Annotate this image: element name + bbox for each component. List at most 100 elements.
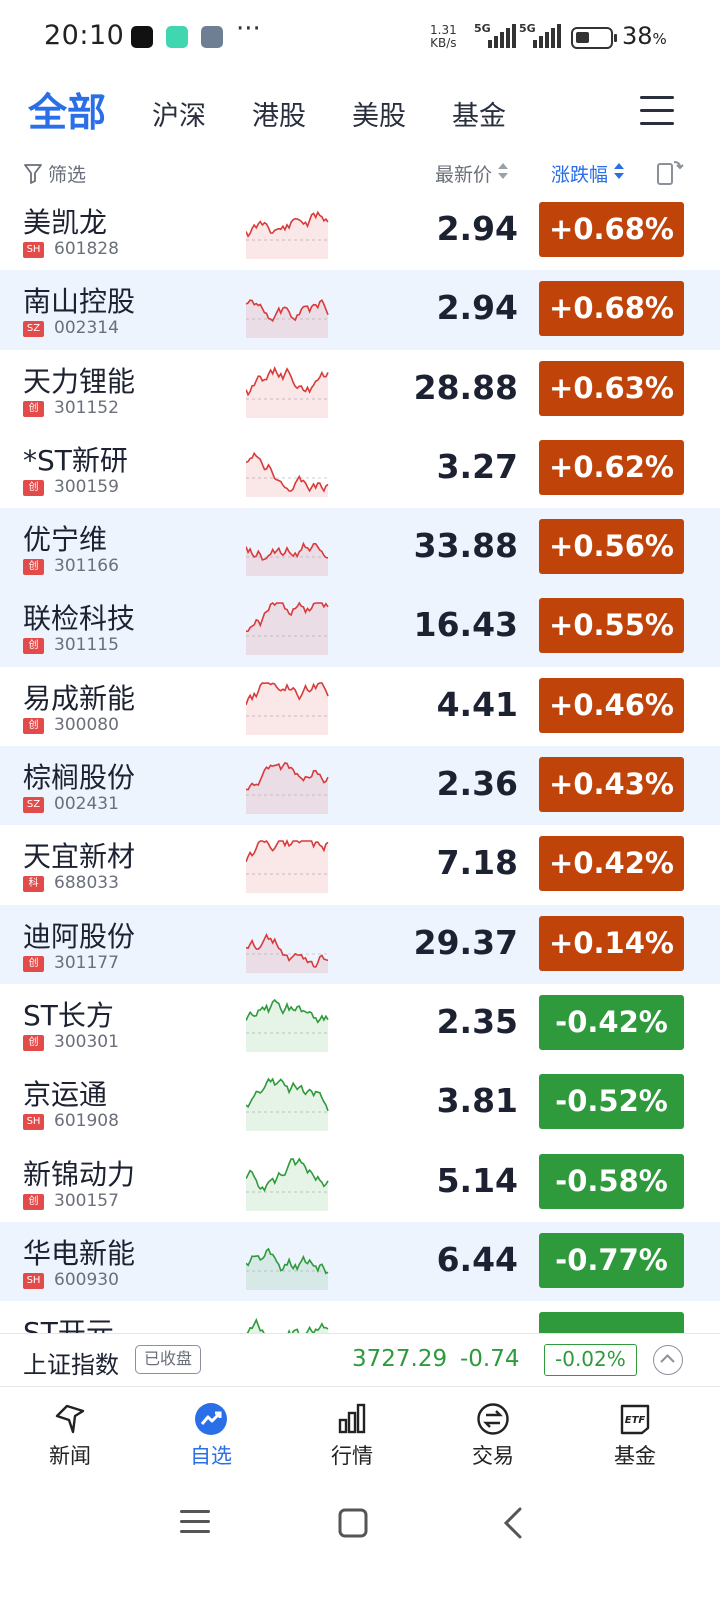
intraday-sparkline <box>246 998 330 1052</box>
stock-name: *ST新研 <box>23 443 128 477</box>
stock-name: 美凯龙 <box>23 206 108 239</box>
tab-hs[interactable]: 沪深 <box>152 101 206 132</box>
latest-price: 2.35 <box>436 1001 518 1041</box>
latest-price: 33.88 <box>413 526 518 566</box>
home-icon[interactable] <box>338 1508 368 1538</box>
stock-row[interactable]: 联检科技创 301115 16.43 +0.55% <box>0 587 720 667</box>
index-change-pct: -0.02% <box>544 1344 637 1376</box>
system-nav-bar <box>0 1480 720 1600</box>
latest-price: 5.14 <box>436 1160 518 1200</box>
stock-name: 华电新能 <box>23 1236 136 1270</box>
change-percent-badge[interactable]: +0.56% <box>539 519 684 575</box>
change-percent-badge[interactable]: -0.58% <box>539 1153 684 1209</box>
sort-by-change[interactable]: 涨跌幅 <box>551 160 625 187</box>
stock-row[interactable]: 美凯龙 SH 601828 2.94 +0.68% <box>0 191 720 270</box>
index-value: 3727.29 <box>352 1346 448 1372</box>
nav-fund[interactable]: ETF 基金 <box>590 1388 680 1480</box>
stock-name: 天力锂能 <box>23 364 136 398</box>
stock-name: 易成新能 <box>23 681 136 715</box>
stock-row[interactable]: 天力锂能创 301152 28.88 +0.63% <box>0 350 720 429</box>
battery-icon <box>571 27 613 49</box>
stock-name: 迪阿股份 <box>23 919 136 953</box>
stock-row[interactable]: *ST新研创 300159 3.27 +0.62% <box>0 429 720 508</box>
change-percent-badge[interactable]: +0.62% <box>539 439 684 495</box>
battery-percent: 38% <box>622 22 667 50</box>
stock-name: 优宁维 <box>23 523 108 557</box>
network-speed: 1.31 KB/s <box>430 24 457 50</box>
nav-market-label: 行情 <box>331 1444 373 1468</box>
stock-row[interactable]: ST长方创 300301 2.35 -0.42% <box>0 984 720 1063</box>
intraday-sparkline <box>246 541 330 577</box>
change-percent-badge[interactable]: +0.46% <box>539 677 684 733</box>
stock-row[interactable]: 迪阿股份创 301177 29.37 +0.14% <box>0 904 720 984</box>
change-column-label: 涨跌幅 <box>551 164 609 186</box>
stock-code: 601908 <box>54 1111 119 1132</box>
stock-code: 688033 <box>54 873 119 894</box>
intraday-sparkline <box>246 451 330 497</box>
index-change: -0.74 <box>460 1346 520 1372</box>
back-icon[interactable] <box>500 1506 524 1540</box>
filter-button[interactable]: 筛选 <box>24 160 86 187</box>
status-time: 20:10 <box>44 20 125 51</box>
nav-news-label: 新闻 <box>49 1444 91 1468</box>
intraday-sparkline <box>246 762 330 815</box>
intraday-sparkline <box>246 839 330 894</box>
stock-name: ST长方 <box>23 998 114 1032</box>
change-percent-badge[interactable]: -0.52% <box>539 1074 684 1130</box>
index-ticker[interactable]: 上证指数 已收盘 3727.29 -0.74 -0.02% <box>0 1333 720 1387</box>
intraday-sparkline <box>246 601 330 656</box>
change-percent-badge[interactable] <box>539 1312 684 1333</box>
filter-icon <box>24 164 42 184</box>
tab-us[interactable]: 美股 <box>352 101 406 132</box>
stock-row[interactable]: ST开元 <box>0 1301 720 1333</box>
nav-trade[interactable]: 交易 <box>448 1388 538 1480</box>
switch-view-icon[interactable] <box>656 158 686 188</box>
expand-up-icon[interactable] <box>653 1345 683 1375</box>
change-percent-badge[interactable]: +0.14% <box>539 915 684 971</box>
stock-code: 301152 <box>54 397 119 418</box>
change-percent-badge[interactable]: -0.77% <box>539 1232 684 1288</box>
change-percent-badge[interactable]: +0.42% <box>539 836 684 892</box>
intraday-sparkline <box>246 1077 330 1132</box>
change-percent-badge[interactable]: +0.68% <box>539 202 684 257</box>
stock-name: 京运通 <box>23 1078 108 1112</box>
stock-name: 南山控股 <box>23 285 136 319</box>
nav-market[interactable]: 行情 <box>307 1388 397 1480</box>
status-bar: 20:10 ··· 1.31 KB/s 5G 5G 38% <box>0 0 720 78</box>
board-badge: SZ <box>23 321 44 338</box>
stock-row[interactable]: 易成新能创 300080 4.41 +0.46% <box>0 667 720 746</box>
nav-trade-label: 交易 <box>472 1444 514 1468</box>
change-percent-badge[interactable]: -0.42% <box>539 994 684 1050</box>
change-percent-badge[interactable]: +0.43% <box>539 757 684 813</box>
stock-row[interactable]: 新锦动力创 300157 5.14 -0.58% <box>0 1143 720 1222</box>
board-badge: 创 <box>23 400 44 417</box>
tab-hk[interactable]: 港股 <box>252 101 306 132</box>
network-speed-value: 1.31 <box>430 23 457 37</box>
stock-row[interactable]: 天宜新材科 688033 7.18 +0.42% <box>0 825 720 904</box>
stock-row[interactable]: 华电新能 SH 600930 6.44 -0.77% <box>0 1221 720 1302</box>
tab-fund[interactable]: 基金 <box>452 101 506 132</box>
price-column-label: 最新价 <box>435 164 493 186</box>
stock-code: 300080 <box>54 714 119 735</box>
stock-row[interactable]: 优宁维创 301166 33.88 +0.56% <box>0 508 720 588</box>
stock-name: ST开元 <box>23 1316 114 1333</box>
nav-watchlist[interactable]: 自选 <box>166 1388 256 1480</box>
sort-by-price[interactable]: 最新价 <box>435 160 509 187</box>
stock-code: 600930 <box>54 1269 119 1290</box>
sort-arrows-icon <box>614 163 625 181</box>
stock-row[interactable]: 京运通 SH 601908 3.81 -0.52% <box>0 1063 720 1142</box>
stock-row[interactable]: 棕榈股份 SZ 002431 2.36 +0.43% <box>0 746 720 826</box>
intraday-sparkline <box>246 1317 329 1333</box>
intraday-sparkline <box>246 299 330 339</box>
stock-code: 601828 <box>54 239 119 259</box>
change-percent-badge[interactable]: +0.63% <box>539 360 684 416</box>
intraday-sparkline <box>246 932 330 973</box>
change-percent-badge[interactable]: +0.55% <box>539 598 684 654</box>
stock-row[interactable]: 南山控股 SZ 002314 2.94 +0.68% <box>0 270 720 350</box>
intraday-sparkline <box>246 1247 330 1290</box>
tab-all[interactable]: 全部 <box>28 91 107 136</box>
change-percent-badge[interactable]: +0.68% <box>539 281 684 337</box>
recent-apps-icon[interactable] <box>180 1508 210 1536</box>
menu-icon[interactable] <box>640 96 674 126</box>
nav-news[interactable]: 新闻 <box>25 1388 115 1480</box>
